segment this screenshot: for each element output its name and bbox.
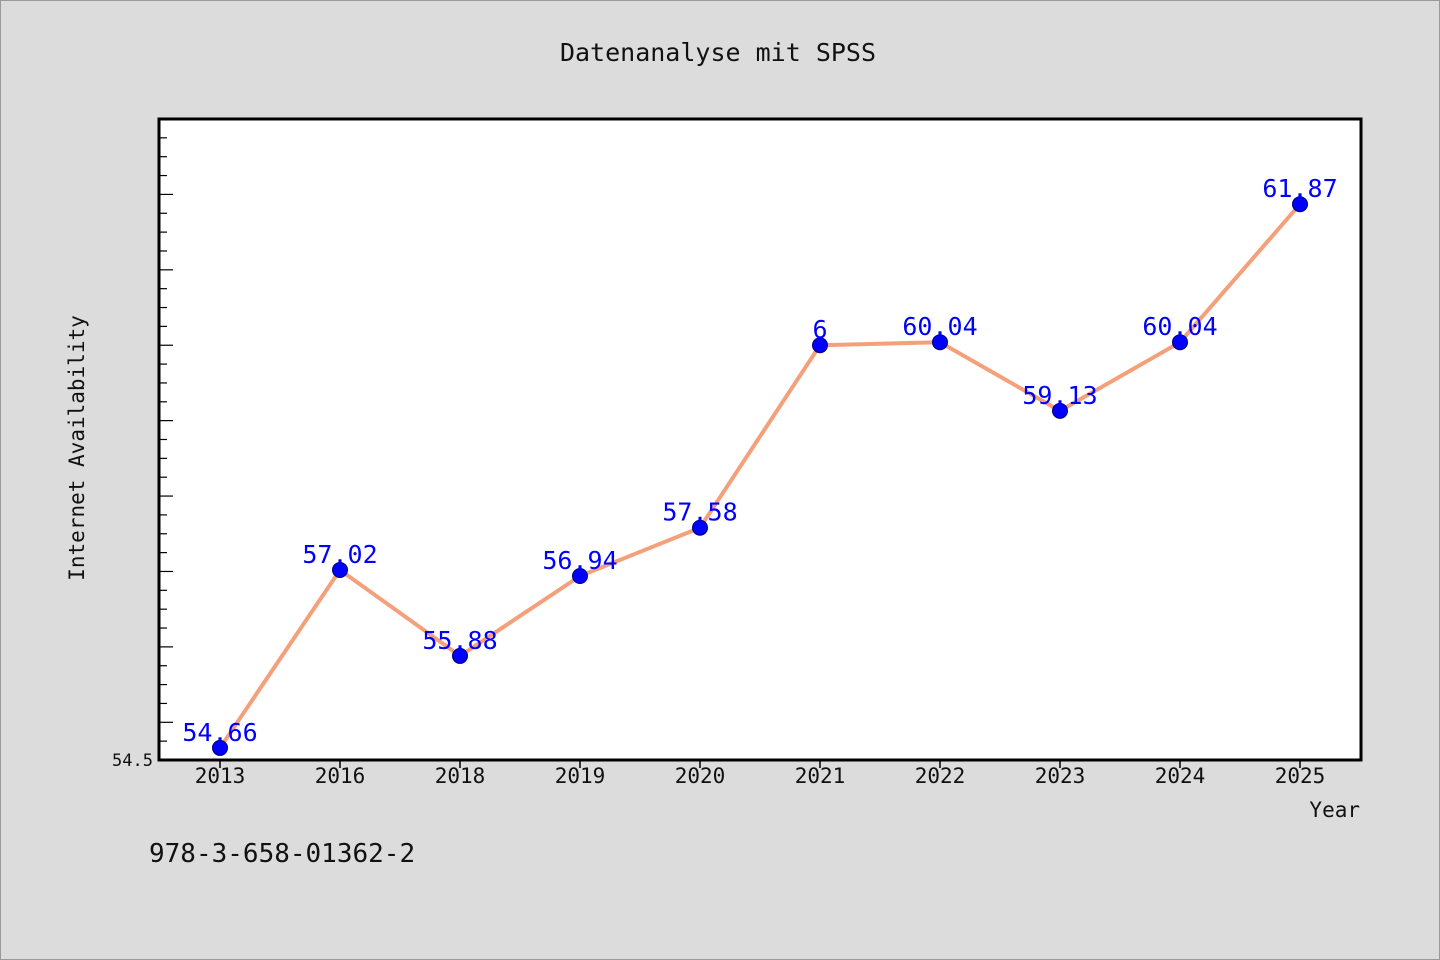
- series-line: [218, 202, 1302, 750]
- x-tick-label: 2019: [555, 764, 606, 788]
- data-label: 59.13: [1022, 381, 1097, 410]
- data-point: [932, 334, 948, 351]
- x-tick-label: 2023: [1035, 764, 1086, 788]
- data-label: 55.88: [422, 626, 497, 655]
- data-label: 57.58: [662, 498, 737, 527]
- data-markers: [212, 196, 1308, 756]
- data-label: 54.66: [182, 718, 257, 747]
- x-tick-label: 2024: [1155, 764, 1206, 788]
- x-axis-ticks: [219, 760, 1301, 768]
- data-label: 60.04: [1142, 312, 1217, 341]
- data-label: 56.94: [542, 546, 617, 575]
- x-axis-label: Year: [1309, 798, 1360, 822]
- x-axis-tick-labels: 2013 2016 2018 2019 2020 2021 2022 2023 2024 2025: [195, 764, 1326, 788]
- isbn-footer: 978-3-658-01362-2: [149, 839, 415, 869]
- data-label: 6: [812, 315, 827, 344]
- x-tick-label: 2020: [675, 764, 726, 788]
- data-point: [332, 561, 348, 578]
- x-tick-label: 2022: [915, 764, 966, 788]
- y-axis-label: Internet Availability: [65, 315, 89, 581]
- data-labels: 54.66 57.02 55.88 56.94 57.58 6 60.04 59.13 60.0…: [182, 174, 1337, 747]
- x-tick-label: 2013: [195, 764, 246, 788]
- data-point: [212, 739, 228, 756]
- data-label: 61.87: [1262, 174, 1337, 203]
- data-point: [1172, 334, 1188, 351]
- data-point: [1052, 402, 1068, 419]
- data-point: [1292, 196, 1308, 213]
- x-tick-label: 2018: [435, 764, 486, 788]
- chart-title: Datenanalyse mit SPSS: [560, 38, 876, 67]
- data-point: [692, 519, 708, 536]
- data-point: [452, 647, 468, 664]
- y-axis-ticks: [159, 118, 173, 761]
- data-label: 57.02: [302, 540, 377, 569]
- x-tick-label: 2025: [1275, 764, 1326, 788]
- x-tick-label: 2016: [315, 764, 366, 788]
- y-tick-label: 54.5: [112, 751, 153, 771]
- y-axis-tick-labels: 54.5: [112, 751, 153, 771]
- data-point: [812, 337, 828, 354]
- x-tick-label: 2021: [795, 764, 846, 788]
- data-label: 60.04: [902, 312, 977, 341]
- data-point: [572, 567, 588, 584]
